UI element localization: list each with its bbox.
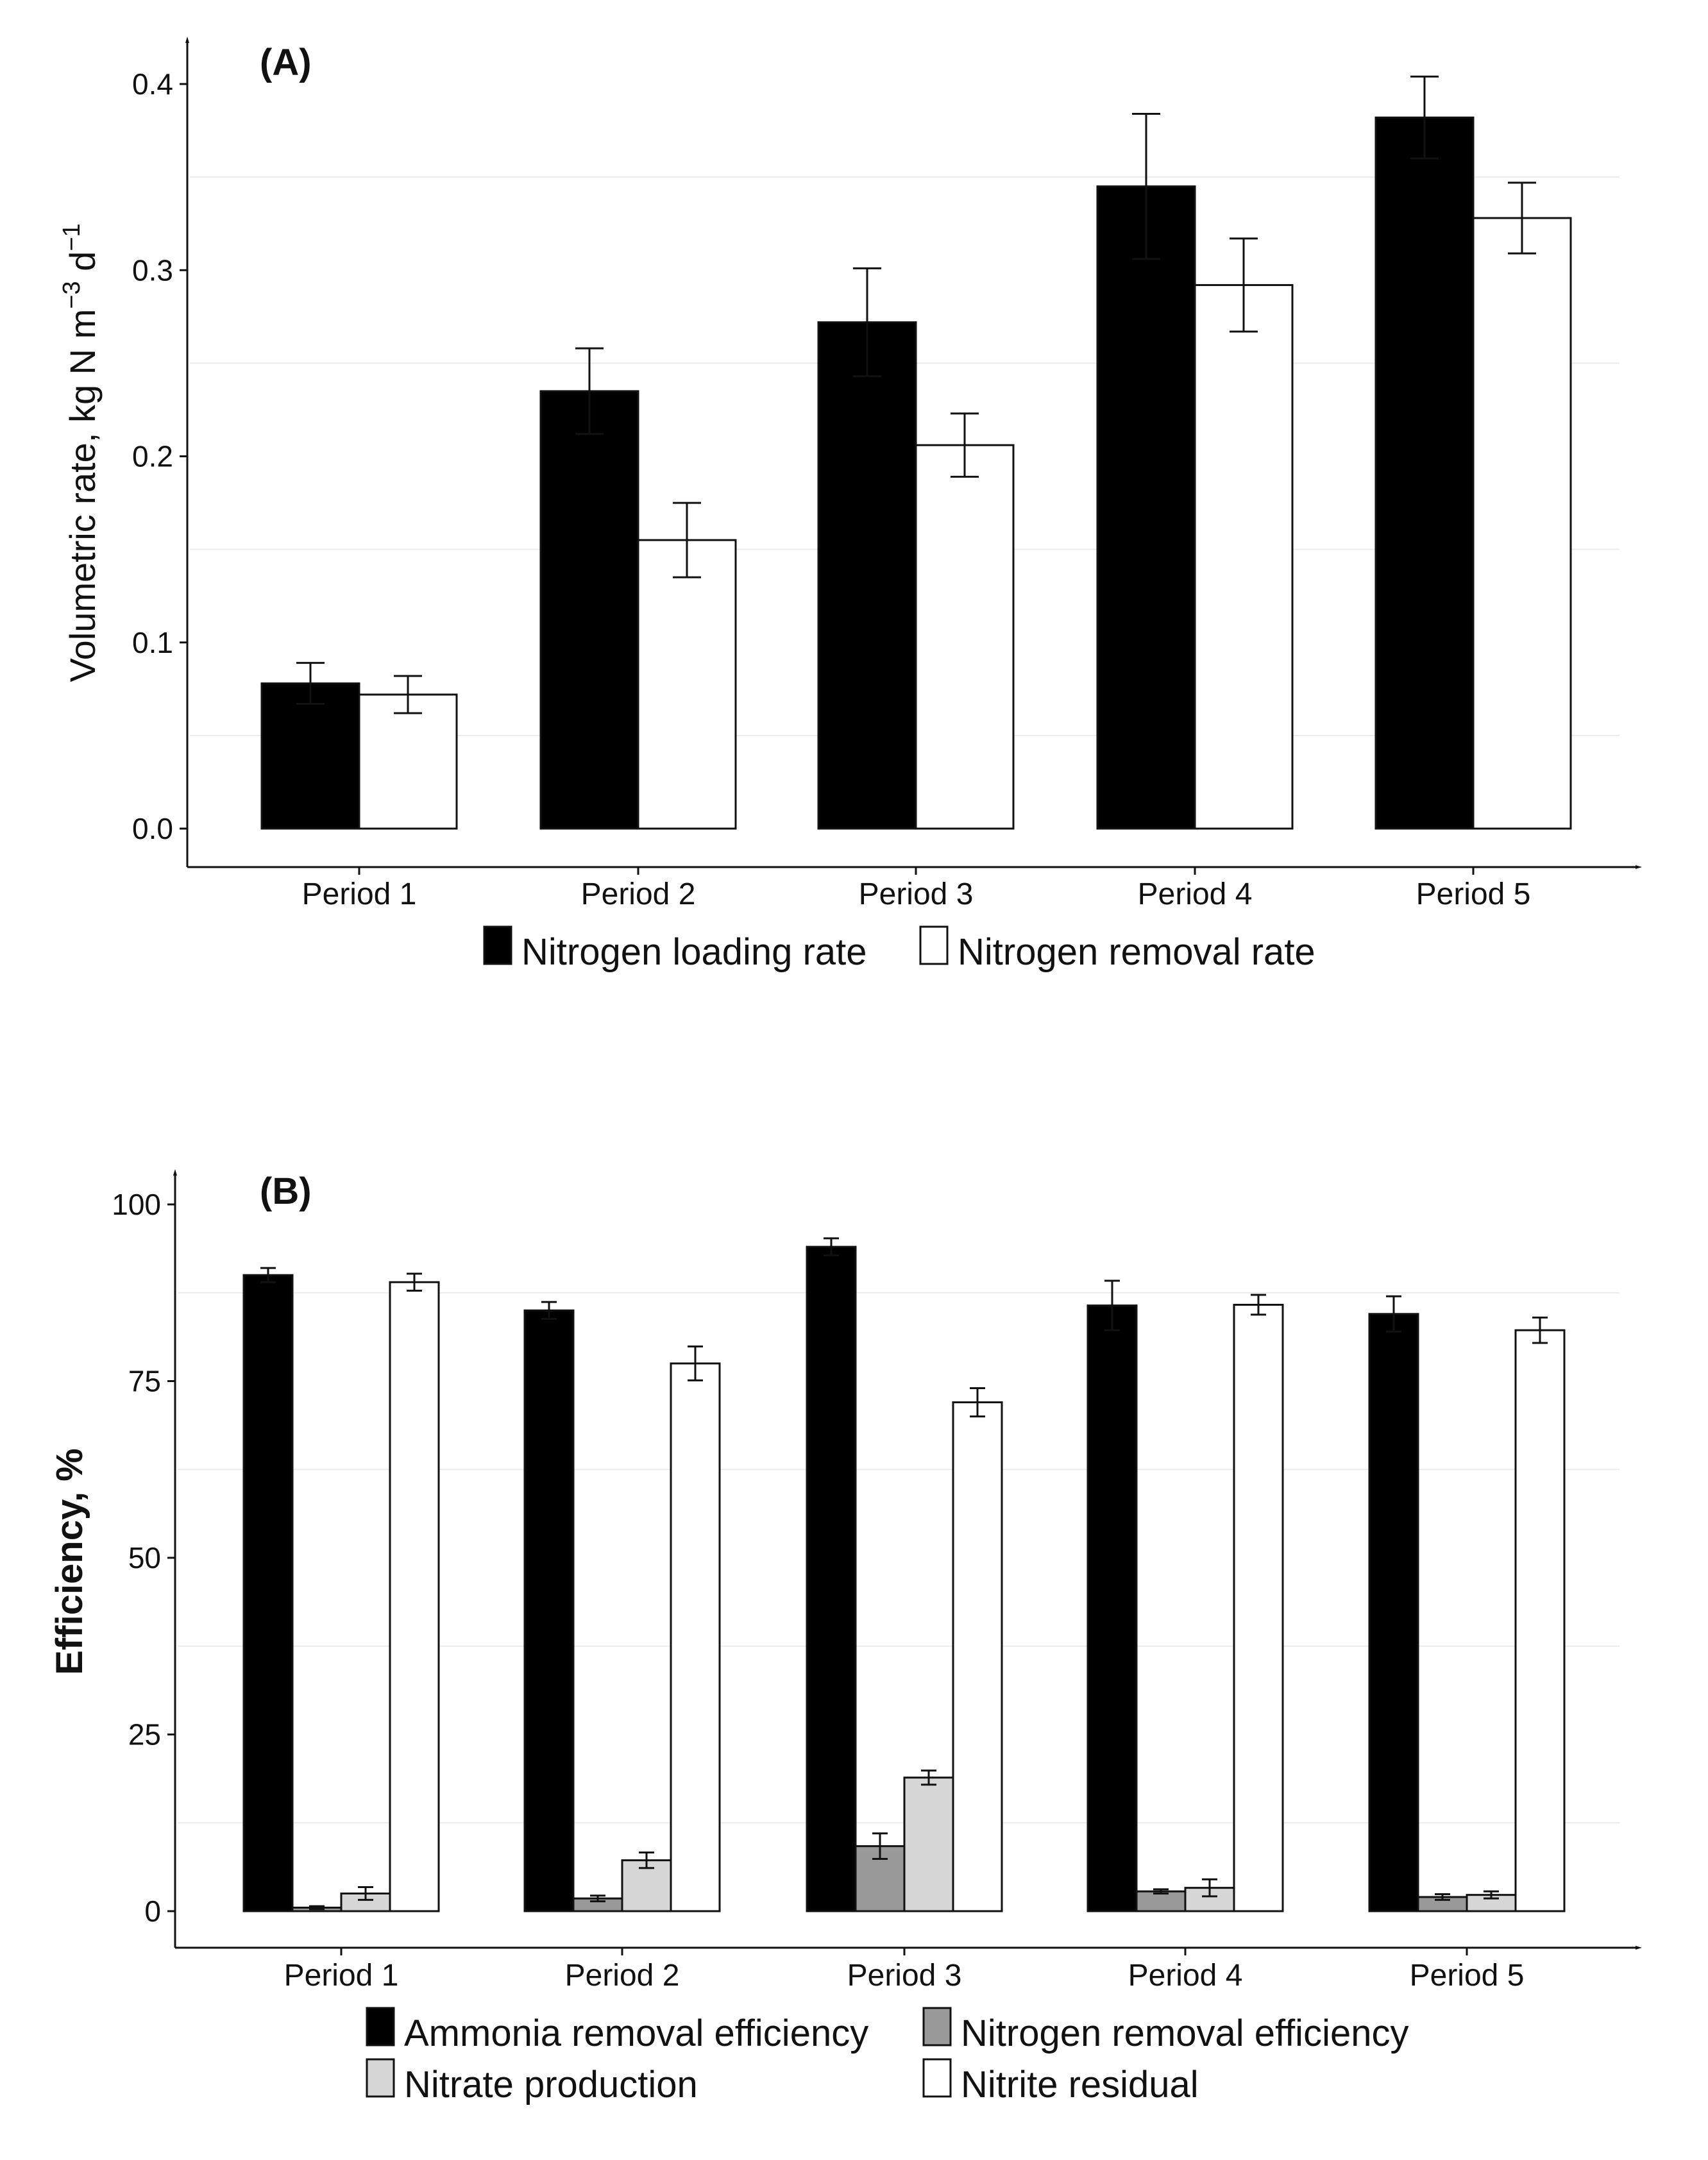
bar-ammonia-removal-efficiency [523, 1309, 575, 1912]
y-tick-label: 0.1 [132, 626, 173, 659]
y-tick-label: 0.2 [132, 440, 173, 473]
bar-nitrogen-removal-rate [915, 444, 1015, 830]
x-tick-label: Period 2 [581, 877, 696, 911]
bar-ammonia-removal-efficiency [242, 1274, 294, 1912]
panel-a-y-axis-label: Volumetric rate, kg N m−3 d−1 [58, 223, 103, 682]
panel-b-bars [242, 1245, 1566, 1912]
x-tick-label: Period 3 [859, 877, 974, 911]
bar-nitrogen-loading-rate [1096, 185, 1196, 830]
bar-nitrite-residual [670, 1362, 721, 1912]
panel-b-y-ticks: 0 25 50 75 100 [112, 1188, 175, 1928]
bar-nitrite-residual [952, 1401, 1003, 1912]
x-tick-label: Period 3 [847, 1959, 962, 1993]
bar-nitrite-residual [389, 1281, 440, 1912]
x-tick-label: Period 1 [284, 1959, 399, 1993]
x-tick-label: Period 2 [565, 1959, 680, 1993]
legend-label: Nitrate production [404, 2064, 698, 2105]
bar-nitrogen-loading-rate [260, 682, 360, 830]
y-tick-label: 0.4 [132, 67, 173, 101]
legend-swatch [366, 2058, 395, 2098]
x-tick-label: Period 1 [302, 877, 417, 911]
y-tick-label: 25 [128, 1718, 161, 1751]
bar-ammonia-removal-efficiency [1087, 1304, 1138, 1912]
bar-nitrogen-loading-rate [1374, 116, 1475, 830]
panel-a-ylabel-main: Volumetric rate, kg N m [62, 309, 103, 682]
bar-nitrogen-removal-rate [358, 693, 458, 830]
bar-nitrogen-removal-rate [1472, 217, 1572, 830]
panel-a-bars [260, 116, 1572, 830]
legend-label: Nitrogen removal efficiency [961, 2012, 1408, 2054]
y-tick-label: 0 [144, 1894, 161, 1928]
bar-nitrogen-removal-rate [637, 539, 737, 830]
legend-label: Ammonia removal efficiency [404, 2012, 868, 2054]
bar-nitrogen-loading-rate [817, 321, 917, 830]
legend-swatch [483, 925, 512, 965]
y-tick-label: 100 [112, 1188, 161, 1221]
x-tick-label: Period 5 [1416, 877, 1531, 911]
bar-nitrite-residual [1514, 1329, 1566, 1912]
legend-swatch [366, 2007, 395, 2046]
panel-b-y-axis-label: Efficiency, % [49, 1448, 90, 1675]
bar-nitrogen-removal-rate [1194, 283, 1294, 830]
panel-a-label: (A) [260, 42, 312, 83]
legend-label: Nitrite residual [961, 2064, 1199, 2105]
y-tick-label: 75 [128, 1365, 161, 1398]
x-tick-label: Period 4 [1128, 1959, 1243, 1993]
panel-b-label: (B) [260, 1170, 312, 1212]
legend-label: Nitrogen removal rate [958, 931, 1315, 973]
y-tick-label: 0.3 [132, 253, 173, 287]
panel-a-ylabel-mid: d [62, 251, 103, 282]
panel-b-error-bars [260, 1237, 1548, 1911]
legend-swatch [922, 2058, 952, 2098]
bar-ammonia-removal-efficiency [1368, 1313, 1419, 1912]
panel-a-y-ticks: 0.0 0.1 0.2 0.3 0.4 [132, 67, 187, 845]
panel-a-error-bars [296, 75, 1536, 714]
panel-a-x-ticks: Period 1 Period 2 Period 3 Period 4 Period 5 [302, 867, 1531, 911]
bar-ammonia-removal-efficiency [806, 1245, 857, 1912]
panel-b-x-ticks: Period 1 Period 2 Period 3 Period 4 Period 5 [284, 1948, 1525, 1993]
x-tick-label: Period 4 [1138, 877, 1253, 911]
bar-nitrite-residual [1233, 1303, 1284, 1912]
y-tick-label: 50 [128, 1541, 161, 1574]
panel-a-legend: Nitrogen loading rate Nitrogen removal ra… [483, 925, 1315, 973]
legend-label: Nitrogen loading rate [521, 931, 867, 973]
bar-nitrogen-loading-rate [539, 390, 639, 830]
panel-a-ylabel-sup2: −1 [58, 223, 85, 251]
panel-a-chart: 0.0 0.1 0.2 0.3 0.4 Period 1 Period 2 Period 3… [58, 37, 1642, 973]
x-tick-label: Period 5 [1410, 1959, 1525, 1993]
legend-swatch [919, 925, 949, 965]
bar-nitrate-production [903, 1776, 954, 1912]
panel-a-ylabel-sup1: −3 [58, 281, 85, 308]
y-tick-label: 0.0 [132, 812, 173, 845]
panel-b-legend: Ammonia removal efficiency Nitrogen remov… [366, 2007, 1408, 2105]
legend-swatch [922, 2007, 952, 2046]
